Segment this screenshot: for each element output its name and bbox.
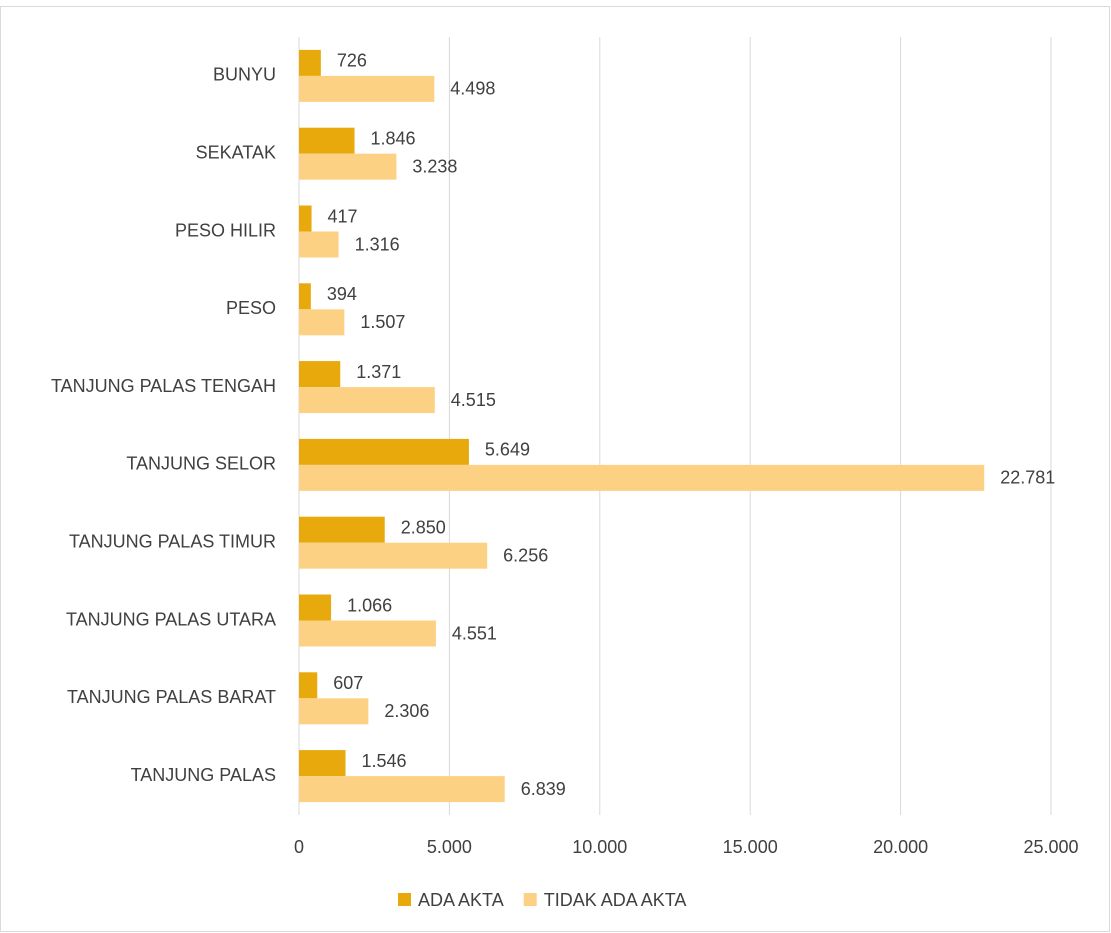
bar (299, 594, 332, 621)
x-tick-label: 25.000 (1023, 837, 1078, 857)
bar (299, 283, 311, 310)
bar (299, 438, 469, 465)
data-label: 4.551 (452, 623, 497, 643)
bar (299, 49, 321, 76)
bar (299, 75, 435, 102)
y-tick-label: BUNYU (213, 65, 276, 85)
x-tick-label: 0 (294, 837, 304, 857)
bar (299, 231, 339, 258)
data-label: 4.498 (450, 79, 495, 99)
y-tick-label: TANJUNG PALAS BARAT (67, 687, 276, 707)
data-label: 726 (337, 51, 367, 71)
x-tick-label: 20.000 (873, 837, 928, 857)
x-tick-label: 5.000 (427, 837, 472, 857)
bar (299, 153, 397, 180)
bar (299, 361, 341, 388)
data-label: 394 (327, 284, 357, 304)
bar (299, 464, 985, 491)
bar (299, 542, 488, 569)
bar (299, 127, 355, 154)
data-label: 1.316 (355, 234, 400, 254)
data-label: 3.238 (412, 156, 457, 176)
data-label: 22.781 (1000, 468, 1055, 488)
y-tick-label: TANJUNG SELOR (126, 454, 276, 474)
data-label: 1.846 (371, 128, 416, 148)
data-label: 607 (333, 673, 363, 693)
y-tick-label: TANJUNG PALAS (131, 765, 276, 785)
data-label: 6.839 (521, 779, 566, 799)
bar (299, 620, 436, 647)
bar (299, 750, 346, 777)
legend-label: ADA AKTA (418, 890, 504, 910)
data-label: 2.306 (384, 701, 429, 721)
bar (299, 309, 345, 336)
y-tick-label: PESO (226, 298, 276, 318)
bar (299, 698, 369, 725)
data-label: 1.507 (360, 312, 405, 332)
y-tick-label: TANJUNG PALAS TENGAH (51, 376, 276, 396)
legend-swatch (523, 893, 537, 906)
legend-swatch (398, 893, 411, 906)
y-tick-label: PESO HILIR (175, 220, 276, 240)
bar (299, 516, 385, 543)
data-label: 417 (328, 206, 358, 226)
data-label: 6.256 (503, 545, 548, 565)
data-label: 1.546 (362, 751, 407, 771)
data-label: 2.850 (401, 517, 446, 537)
y-tick-label: SEKATAK (196, 142, 276, 162)
bar (299, 387, 435, 414)
data-label: 5.649 (485, 440, 530, 460)
y-tick-label: TANJUNG PALAS TIMUR (69, 531, 276, 551)
y-tick-label: TANJUNG PALAS UTARA (66, 609, 276, 629)
legend-label: TIDAK ADA AKTA (544, 890, 687, 910)
bar (299, 672, 318, 699)
data-label: 1.371 (356, 362, 401, 382)
bar (299, 205, 312, 232)
x-tick-label: 15.000 (723, 837, 778, 857)
bar (299, 776, 505, 803)
x-tick-label: 10.000 (572, 837, 627, 857)
data-label: 4.515 (451, 390, 496, 410)
data-label: 1.066 (347, 595, 392, 615)
